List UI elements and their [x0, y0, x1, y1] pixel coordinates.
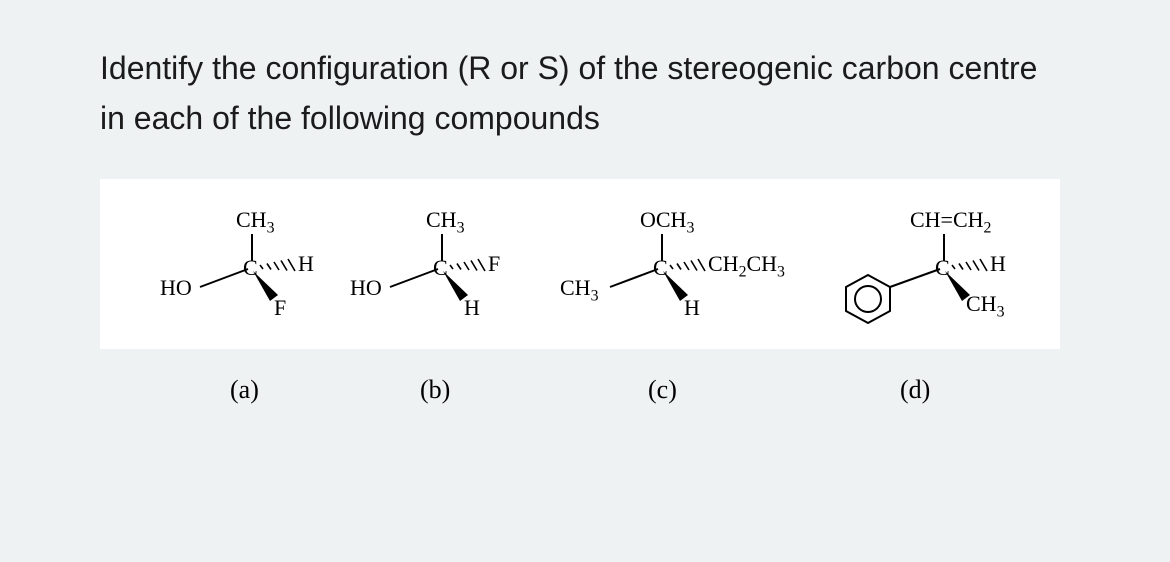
a-wedge-label: F — [274, 297, 286, 319]
b-wedge-label: H — [464, 297, 480, 319]
b-dash-label: F — [488, 253, 500, 275]
compound-labels-row: (a) (b) (c) (d) — [100, 375, 1060, 435]
c-dash-label: CH2CH3 — [708, 253, 785, 280]
a-top-label: CH3 — [236, 209, 274, 236]
a-left-label: HO — [160, 277, 192, 299]
label-c: (c) — [648, 375, 677, 405]
label-d: (d) — [900, 375, 930, 405]
b-center-c: C — [433, 257, 448, 279]
d-dash-label: H — [990, 253, 1006, 275]
c-left-label: CH3 — [560, 277, 598, 304]
d-wedge-label: CH3 — [966, 293, 1004, 320]
b-left-label: HO — [350, 277, 382, 299]
d-top-label: CH=CH2 — [910, 209, 991, 236]
b-top-label: CH3 — [426, 209, 464, 236]
question-text: Identify the configuration (R or S) of t… — [100, 44, 1070, 143]
c-center-c: C — [653, 257, 668, 279]
label-b: (b) — [420, 375, 450, 405]
a-dash-label: H — [298, 253, 314, 275]
c-wedge-label: H — [684, 297, 700, 319]
a-center-c: C — [243, 257, 258, 279]
compounds-figure: CH3 C HO H F CH3 C HO F H OCH3 C CH3 CH2… — [100, 179, 1060, 349]
c-top-label: OCH3 — [640, 209, 694, 236]
d-center-c: C — [935, 257, 950, 279]
label-a: (a) — [230, 375, 259, 405]
